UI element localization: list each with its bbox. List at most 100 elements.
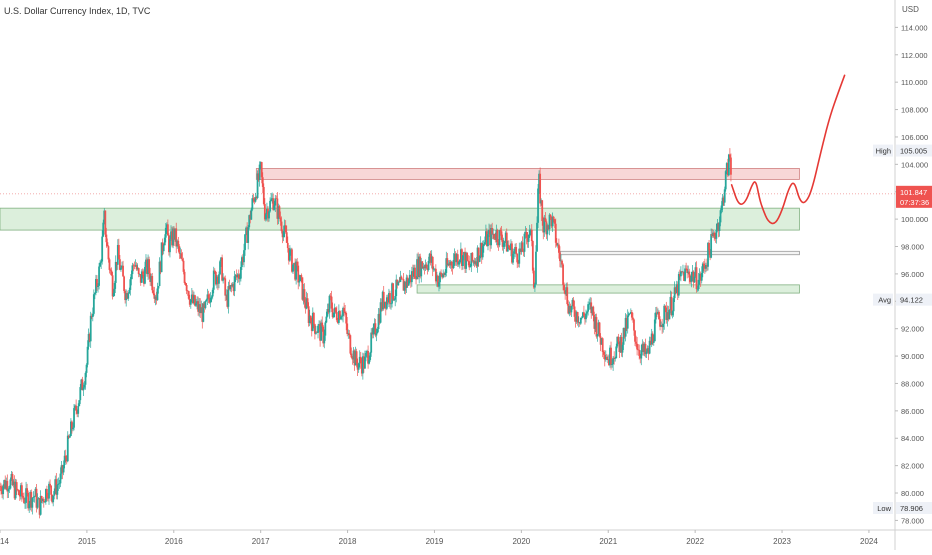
candle-body (369, 352, 372, 360)
y-tick-label: 92.000 (901, 325, 924, 334)
candle-body (346, 323, 349, 335)
candle-body (81, 379, 84, 391)
candle-body (502, 242, 505, 247)
candle-body (664, 305, 667, 308)
candle-body (253, 198, 256, 202)
candle-body (419, 256, 422, 277)
candle-body (76, 410, 79, 414)
candle-body (249, 215, 252, 220)
candle-body (273, 205, 276, 210)
candle-body (381, 291, 384, 310)
y-tick-label: 96.000 (901, 270, 924, 279)
candle-body (160, 242, 163, 273)
candle-body (378, 313, 381, 323)
candle-body (607, 359, 609, 360)
zone-rect (416, 284, 800, 294)
avg-badge-label-box (873, 293, 893, 306)
candle-body (624, 317, 627, 337)
candle-body (439, 272, 441, 283)
candle-body (391, 283, 393, 304)
candle-body (72, 427, 74, 430)
candle-body (682, 271, 684, 273)
candle-body (721, 197, 724, 206)
candle-body (221, 257, 223, 281)
candle-body (320, 322, 323, 341)
candle-body (213, 270, 216, 272)
candle-body (517, 262, 520, 264)
candle-body (621, 344, 624, 353)
candle-body (506, 244, 509, 252)
y-tick-label: 90.000 (901, 352, 924, 361)
candle-body (671, 311, 674, 316)
candle-body (396, 279, 399, 286)
candle-body (49, 483, 51, 486)
candle-body (599, 336, 602, 345)
x-tick-label: 2014 (0, 537, 9, 546)
candle-body (200, 307, 203, 314)
candle-body (700, 273, 703, 281)
candle-body (54, 479, 57, 492)
candle-body (464, 252, 466, 269)
candle-body (694, 267, 697, 277)
candle-body (604, 356, 607, 360)
countdown-value: 07:37:36 (900, 198, 929, 207)
candle-body (619, 336, 622, 353)
candle-body (161, 242, 164, 252)
candle-body (557, 244, 560, 253)
candle-body (166, 224, 169, 236)
candle-body (133, 265, 136, 267)
candle-body (685, 268, 688, 270)
candle-body (30, 491, 33, 508)
candle-body (352, 350, 355, 360)
candle-body (507, 244, 510, 248)
candle-body (564, 290, 567, 295)
candle-body (598, 322, 601, 337)
candle-body (101, 236, 104, 262)
candle-body (408, 274, 411, 281)
candle-body (47, 498, 49, 499)
candle-body (194, 295, 196, 306)
candle-body (137, 268, 140, 275)
candle-body (474, 261, 477, 264)
candle-body (712, 232, 715, 237)
candle-body (55, 479, 58, 495)
candle-body (210, 296, 213, 298)
candle-body (300, 275, 303, 278)
candle-body (658, 311, 660, 320)
candle-body (266, 208, 268, 215)
candle-body (465, 252, 467, 269)
candle-body (197, 301, 200, 312)
candle-body (297, 265, 300, 283)
candle-body (489, 229, 491, 246)
candle-body (654, 312, 657, 320)
candle-body (250, 209, 253, 220)
candle-body (11, 474, 14, 486)
candle-body (306, 298, 309, 307)
candle-body (578, 322, 581, 324)
candle-body (504, 232, 507, 242)
candle-body (503, 241, 506, 243)
candle-body (482, 244, 485, 247)
candle-body (521, 242, 524, 252)
candle-body (196, 301, 198, 304)
candle-body (401, 278, 404, 280)
candle-body (326, 308, 329, 317)
candle-body (327, 308, 330, 313)
candle-body (335, 312, 338, 321)
candle-body (470, 252, 473, 267)
candle-body (239, 266, 242, 279)
candle-body (108, 259, 111, 270)
candle-body (146, 259, 148, 275)
candle-body (356, 363, 359, 370)
candle-body (537, 188, 539, 223)
candle-body (409, 274, 412, 283)
candle-body (491, 228, 494, 235)
candle-body (698, 273, 701, 280)
candle-body (192, 294, 194, 304)
candle-body (341, 315, 343, 317)
candle-body (532, 270, 535, 288)
candle-body (48, 483, 50, 499)
candle-body (268, 211, 270, 219)
